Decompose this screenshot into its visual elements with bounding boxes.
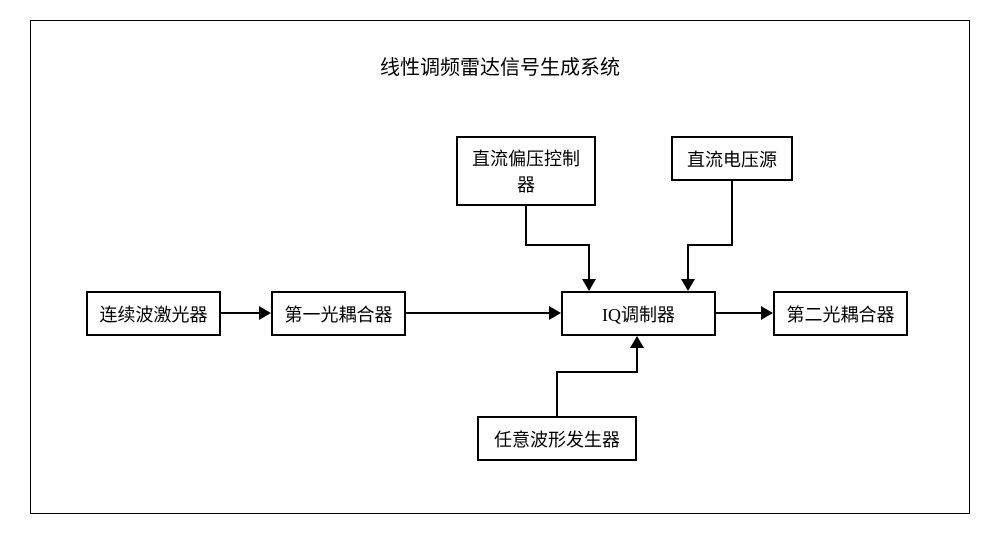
arrowhead-down-icon [582, 279, 596, 291]
arrowhead-up-icon [630, 336, 644, 348]
node-iq-mod: IQ调制器 [561, 291, 716, 336]
node-bias-ctrl: 直流偏压控制 器 [456, 136, 596, 206]
node-bias-ctrl-label: 直流偏压控制 器 [472, 145, 580, 197]
arrowhead-right-icon [259, 306, 271, 320]
edge-iqmod-coupler2 [716, 312, 763, 314]
node-coupler1-label: 第一光耦合器 [285, 301, 393, 327]
arrowhead-right-icon [761, 306, 773, 320]
node-dc-src: 直流电压源 [671, 136, 793, 181]
node-awg: 任意波形发生器 [477, 416, 637, 461]
node-coupler2-label: 第二光耦合器 [787, 301, 895, 327]
node-laser: 连续波激光器 [86, 291, 221, 336]
node-coupler2: 第二光耦合器 [773, 291, 908, 336]
node-coupler1: 第一光耦合器 [271, 291, 406, 336]
edge-awg-iqmod-v [556, 371, 558, 416]
edge-dcsrc-iqmod-v2 [687, 244, 689, 281]
node-iq-mod-label: IQ调制器 [602, 301, 675, 327]
edge-biasctrl-iqmod-h [525, 244, 590, 246]
diagram-title: 线性调频雷达信号生成系统 [31, 51, 969, 80]
diagram-frame: 线性调频雷达信号生成系统 连续波激光器 第一光耦合器 直流偏压控制 器 直流电压… [30, 20, 970, 514]
node-laser-label: 连续波激光器 [100, 301, 208, 327]
edge-laser-coupler1 [221, 312, 261, 314]
edge-awg-iqmod-h [556, 371, 638, 373]
node-awg-label: 任意波形发生器 [494, 426, 620, 452]
edge-awg-iqmod-v2 [636, 348, 638, 373]
edge-biasctrl-iqmod-v2 [588, 244, 590, 281]
edge-coupler1-iqmod [406, 312, 551, 314]
edge-biasctrl-iqmod-v [525, 206, 527, 246]
edge-dcsrc-iqmod-h [687, 244, 733, 246]
arrowhead-down-icon [681, 279, 695, 291]
node-dc-src-label: 直流电压源 [687, 146, 777, 172]
edge-dcsrc-iqmod-v [731, 181, 733, 246]
arrowhead-right-icon [549, 306, 561, 320]
